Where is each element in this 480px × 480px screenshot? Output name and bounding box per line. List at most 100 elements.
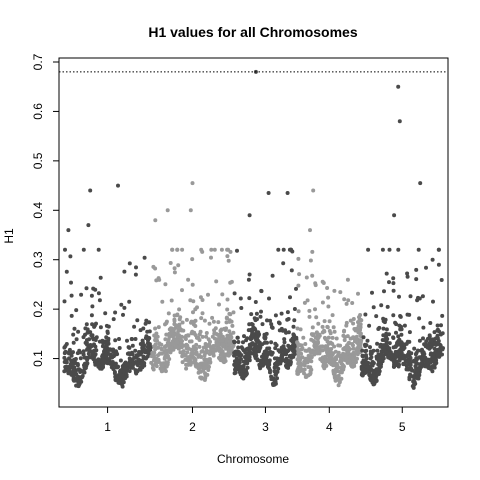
data-point [136,369,140,373]
data-point [154,363,158,367]
data-point [152,334,156,338]
data-point [126,362,130,366]
data-point [233,368,237,372]
data-point [283,349,287,353]
data-point [374,314,378,318]
data-point [67,351,71,355]
data-point [433,347,437,351]
data-point [97,291,101,295]
data-point [327,352,331,356]
data-point [139,362,143,366]
data-point [358,339,362,343]
data-point [267,297,271,301]
data-point [326,296,330,300]
data-point [314,315,318,319]
data-point [178,326,182,330]
data-point [392,289,396,293]
data-point [435,354,439,358]
data-point [358,318,362,322]
data-point [157,278,161,282]
data-point [141,327,145,331]
data-point [143,256,147,260]
data-point [177,346,181,350]
data-point [436,334,440,338]
data-point [202,346,206,350]
data-point [260,355,264,359]
data-point [70,372,74,376]
data-point [214,326,218,330]
data-point [104,352,108,356]
data-point [90,304,94,308]
data-point [233,291,237,295]
data-point [405,364,409,368]
data-point [379,303,383,307]
data-point [409,351,413,355]
data-point [391,313,395,317]
data-point [307,309,311,313]
data-point [316,322,320,326]
data-point [295,372,299,376]
data-point [324,346,328,350]
data-point [119,359,123,363]
data-point [220,292,224,296]
data-point [167,357,171,361]
data-point [225,254,229,258]
data-point [144,357,148,361]
data-point [418,181,422,185]
data-point [98,298,102,302]
data-point [168,342,172,346]
data-point [261,322,265,326]
data-point [175,248,179,252]
data-point [241,347,245,351]
data-point [166,208,170,212]
data-point [178,315,182,319]
data-point [160,363,164,367]
data-point [347,341,351,345]
chart-title: H1 values for all Chromosomes [148,24,358,40]
data-point [212,320,216,324]
data-point [110,365,114,369]
data-point [235,249,239,253]
data-point [388,341,392,345]
data-point [85,286,89,290]
data-point [213,337,217,341]
data-point [128,369,132,373]
data-point [424,266,428,270]
data-point [69,281,73,285]
data-point [386,305,390,309]
data-point [398,119,402,123]
data-point [111,360,115,364]
data-point [184,334,188,338]
data-point [321,325,325,329]
data-point [193,307,197,311]
data-point [292,325,296,329]
data-point [122,380,126,384]
data-point [233,340,237,344]
data-point [112,317,116,321]
data-point [68,254,72,258]
data-point [191,181,195,185]
data-point [340,363,344,367]
data-point [105,343,109,347]
data-point [264,352,268,356]
data-point [99,276,103,280]
data-point [185,350,189,354]
data-point [128,261,132,265]
data-point [83,333,87,337]
data-point [247,278,251,282]
data-point [244,338,248,342]
data-point [191,347,195,351]
data-point [146,345,150,349]
data-point [394,355,398,359]
data-point [190,257,194,261]
data-point [163,322,167,326]
data-point [85,322,89,326]
data-point [309,259,313,263]
data-point [222,327,226,331]
data-point [397,295,401,299]
data-point [106,331,110,335]
data-point [372,371,376,375]
data-point [82,248,86,252]
data-point [303,349,307,353]
data-point [167,338,171,342]
